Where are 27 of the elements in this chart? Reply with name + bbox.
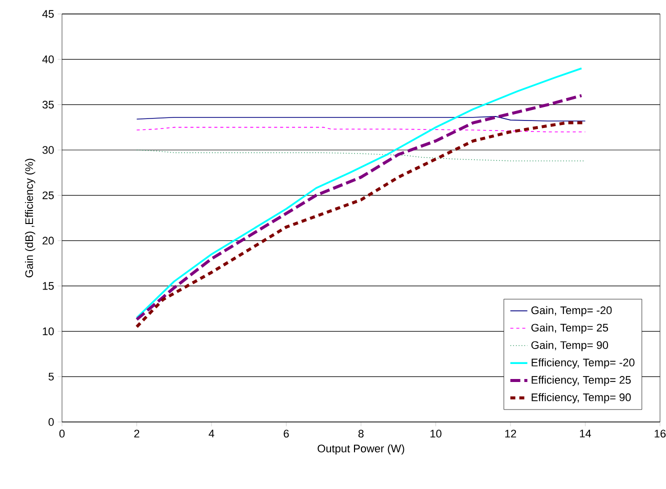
legend-label: Efficiency, Temp= 90	[532, 393, 631, 404]
y-tick-label: 15	[42, 282, 54, 290]
x-tick-label: 14	[580, 430, 592, 438]
x-tick-label: 12	[505, 430, 516, 438]
y-tick-label: 25	[42, 191, 54, 200]
x-axis-title: Output Power (W)	[318, 444, 404, 455]
legend-label: Gain, Temp= -20	[531, 306, 612, 316]
y-tick-label: 30	[42, 146, 54, 154]
x-tick-label: 4	[208, 430, 214, 438]
y-tick-label: 35	[42, 100, 54, 109]
y-tick-label: 5	[48, 372, 54, 380]
x-tick-label: 2	[134, 430, 140, 438]
x-tick-label: 8	[358, 430, 364, 438]
legend-label: Gain, Temp= 90	[531, 340, 608, 352]
legend-label: Gain, Temp= 25	[531, 324, 608, 334]
legend-label: Efficiency, Temp= -20	[532, 358, 634, 369]
y-axis-title: Gain (dB) ,Efficiency (%)	[24, 158, 36, 278]
y-tick-label: 0	[48, 418, 54, 426]
y-tick-label: 40	[42, 55, 54, 64]
x-tick-label: 6	[284, 430, 289, 438]
x-tick-label: 16	[654, 430, 666, 438]
x-tick-label: 10	[430, 430, 442, 438]
legend-label: Efficiency, Temp= 25	[532, 376, 631, 386]
y-tick-label: 20	[42, 236, 54, 245]
x-tick-label: 0	[59, 430, 65, 438]
y-tick-label: 45	[42, 10, 54, 18]
y-tick-label: 10	[42, 327, 54, 336]
